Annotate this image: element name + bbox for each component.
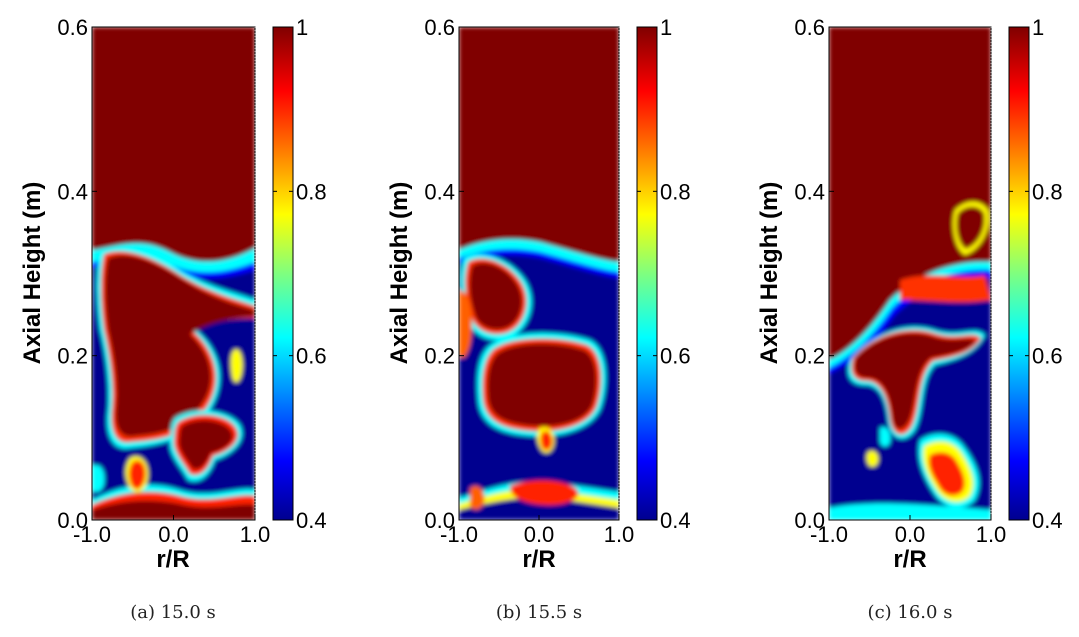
colorbar <box>1008 26 1030 521</box>
y-tick-label: 0.2 <box>57 344 88 369</box>
caption: (a) 15.0 s <box>130 602 216 623</box>
y-axis-label: Axial Height (m) <box>756 182 783 365</box>
x-tick-label: 1.0 <box>976 522 1007 547</box>
heatmap-field <box>92 27 255 520</box>
x-axis-label: r/R <box>156 546 189 573</box>
colorbar <box>636 26 658 521</box>
panel-c: 0.40.60.81 0.00.20.40.6-1.0 0.0 1.0 Axial … <box>756 15 1063 623</box>
x-tick-label: -1.0 <box>73 522 111 547</box>
colorbar-tick-label: 1 <box>1032 15 1044 40</box>
y-tick-label: 0.4 <box>424 179 455 204</box>
heatmap-field <box>829 27 991 520</box>
x-tick-label: 1.0 <box>240 522 271 547</box>
panel-a: 0.40.60.81 0.00.20.40.6-1.0 0.0 1.0 Axial … <box>19 15 327 623</box>
colorbar-tick-label: 0.6 <box>660 344 691 369</box>
colorbar-tick-label: 0.4 <box>660 508 691 533</box>
colorbar-tick-label: 0.8 <box>660 179 691 204</box>
x-tick-label: -1.0 <box>440 522 478 547</box>
y-tick-label: 0.0 <box>794 508 825 533</box>
colorbar-tick-label: 1 <box>296 15 308 40</box>
x-axis-label: r/R <box>522 546 555 573</box>
x-tick-label: 0.0 <box>524 522 555 547</box>
y-axis-label: Axial Height (m) <box>19 182 46 365</box>
colorbar-tick-label: 0.4 <box>296 508 327 533</box>
x-tick-label: -1.0 <box>810 522 848 547</box>
heatmap-field <box>459 27 619 520</box>
y-tick-label: 0.4 <box>794 179 825 204</box>
x-tick-label: 0.0 <box>895 522 926 547</box>
caption: (c) 16.0 s <box>868 602 953 623</box>
y-tick-label: 0.0 <box>424 508 455 533</box>
colorbar-tick-label: 0.8 <box>296 179 327 204</box>
y-tick-label: 0.6 <box>424 15 455 40</box>
y-tick-label: 0.0 <box>57 508 88 533</box>
y-tick-label: 0.4 <box>57 179 88 204</box>
y-tick-label: 0.2 <box>424 344 455 369</box>
y-tick-label: 0.6 <box>57 15 88 40</box>
colorbar-tick-label: 0.6 <box>1032 344 1063 369</box>
y-axis-label: Axial Height (m) <box>386 182 413 365</box>
x-tick-label: 0.0 <box>158 522 189 547</box>
y-tick-label: 0.2 <box>794 344 825 369</box>
panel-b: 0.40.60.81 0.00.20.40.6-1.0 0.0 1.0 Axial … <box>386 15 691 623</box>
x-axis-label: r/R <box>893 546 926 573</box>
colorbar-tick-label: 0.6 <box>296 344 327 369</box>
y-tick-label: 0.6 <box>794 15 825 40</box>
colorbar-tick-label: 1 <box>660 15 672 40</box>
colorbar <box>272 26 294 521</box>
colorbar-tick-label: 0.8 <box>1032 179 1063 204</box>
caption: (b) 15.5 s <box>496 602 582 623</box>
x-tick-label: 1.0 <box>604 522 635 547</box>
colorbar-tick-label: 0.4 <box>1032 508 1063 533</box>
